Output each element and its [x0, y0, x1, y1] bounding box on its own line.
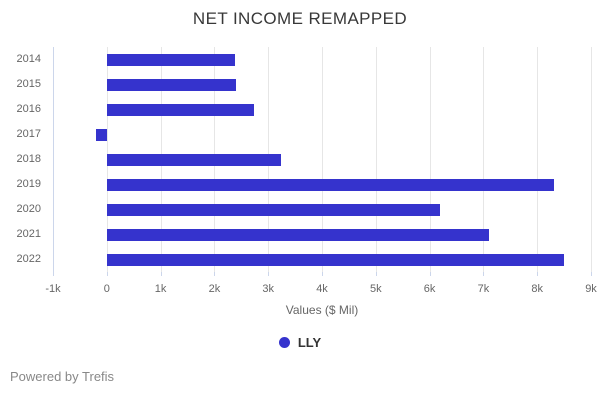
chart-title: NET INCOME REMAPPED	[192, 9, 408, 28]
axis-tick	[268, 272, 270, 276]
axis-tick	[160, 272, 162, 276]
x-axis-label: 0	[103, 283, 110, 295]
powered-by-trefis-text: Powered by Trefis	[10, 369, 115, 384]
x-axis-label: 5k	[369, 283, 382, 295]
axis-tick	[322, 272, 323, 276]
bar-2022[interactable]	[106, 253, 565, 266]
bar-2020[interactable]	[106, 203, 440, 216]
x-axis-label: -1k	[45, 283, 61, 295]
y-axis-label: 2016	[16, 103, 41, 115]
y-axis-label: 2017	[16, 128, 41, 140]
x-axis-label: 4k	[316, 283, 328, 295]
x-axis-label: 7k	[477, 283, 490, 295]
y-axis-label: 2022	[16, 253, 41, 265]
x-axis-label: 2k	[208, 283, 221, 295]
bar-2015[interactable]	[106, 78, 237, 91]
y-axis-label: 2014	[16, 53, 41, 65]
gridline	[429, 47, 431, 272]
legend-label: LLY	[297, 334, 322, 350]
axis-tick	[483, 272, 485, 276]
bar-2017[interactable]	[96, 128, 107, 141]
axis-tick	[591, 272, 592, 276]
axis-tick	[429, 272, 431, 276]
bar-2019[interactable]	[106, 178, 555, 191]
gridline	[375, 47, 377, 272]
gridline	[322, 47, 323, 272]
bar-2018[interactable]	[106, 153, 281, 166]
y-axis-line	[53, 47, 54, 272]
axis-tick	[106, 272, 108, 276]
legend-item-lly[interactable]: LLY	[278, 334, 322, 350]
y-axis-label: 2018	[16, 153, 41, 165]
legend: LLY	[0, 334, 600, 350]
gridline	[483, 47, 485, 272]
axis-tick	[537, 272, 539, 276]
bar-2014[interactable]	[106, 53, 236, 66]
x-axis-label: 1k	[154, 283, 167, 295]
gridline	[591, 47, 592, 272]
x-axis-label: 8k	[531, 283, 543, 295]
y-axis-label: 2019	[16, 178, 41, 190]
y-axis-label: 2021	[16, 228, 41, 240]
axis-tick	[375, 272, 377, 276]
y-axis-label: 2020	[16, 203, 41, 215]
bar-2021[interactable]	[106, 228, 489, 241]
x-axis-title: Values ($ Mil)	[285, 303, 359, 317]
y-axis-label: 2015	[16, 78, 41, 90]
bar-2016[interactable]	[106, 103, 255, 116]
gridline	[537, 47, 539, 272]
x-axis-label: 3k	[262, 283, 274, 295]
axis-tick	[53, 272, 54, 276]
axis-tick	[214, 272, 216, 276]
x-axis-label: 9k	[585, 283, 597, 295]
legend-marker-dot-icon	[278, 336, 290, 348]
x-axis-label: 6k	[423, 283, 436, 295]
